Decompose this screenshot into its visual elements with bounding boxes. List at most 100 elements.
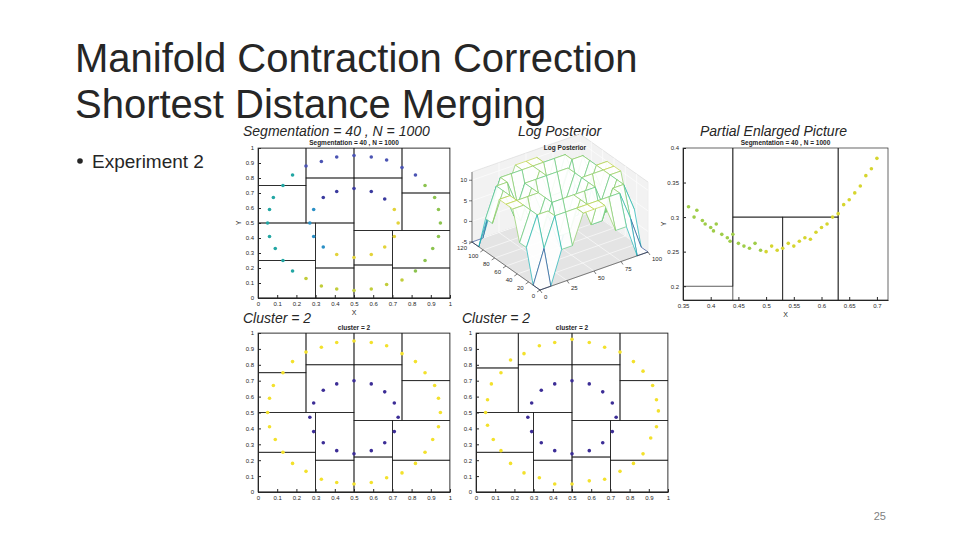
tick: 1: [449, 489, 453, 501]
point: [570, 338, 574, 342]
point: [820, 226, 824, 230]
point: [383, 245, 387, 249]
point-series: [266, 173, 295, 273]
tick-mark: [610, 489, 611, 492]
tick: 0: [469, 489, 479, 495]
tick: 0.3: [312, 489, 321, 501]
tick: 0.5: [568, 489, 577, 501]
tick-label: 60: [494, 269, 501, 275]
point: [538, 476, 542, 480]
point: [864, 174, 868, 178]
tick-label: 0.9: [427, 495, 436, 501]
segment-box: [258, 223, 316, 261]
tick-label: 0.35: [667, 180, 679, 186]
point-series: [526, 379, 618, 456]
chart-caption: Cluster = 2: [462, 310, 530, 326]
point: [499, 449, 503, 453]
tick-label: 0.5: [464, 410, 473, 416]
point: [437, 235, 441, 239]
point: [731, 233, 735, 237]
tick-label: 0.3: [246, 250, 255, 256]
tick-label: 0.55: [788, 303, 800, 309]
tick-mark: [738, 297, 739, 300]
tick-mark: [514, 274, 517, 276]
tick-mark: [553, 489, 554, 492]
tick: 1: [251, 330, 261, 336]
point: [526, 415, 530, 419]
tick-mark: [258, 208, 261, 209]
point: [714, 222, 718, 226]
tick-mark: [476, 397, 479, 398]
surface-cell: [598, 197, 616, 231]
point: [281, 184, 285, 188]
tick-mark: [495, 489, 496, 492]
point: [352, 289, 356, 293]
tick-mark: [540, 290, 542, 293]
plot-background: [683, 148, 888, 300]
slide-title: Manifold Contraction Correction: [75, 36, 637, 80]
tick-mark: [476, 381, 479, 382]
tick-label: 0.6: [246, 205, 255, 211]
point: [587, 341, 591, 345]
tick-label: 5: [464, 198, 468, 204]
segment-box: [354, 231, 392, 266]
axis-line: [259, 298, 451, 299]
point: [709, 226, 713, 230]
tick-label: 20: [517, 285, 524, 291]
tick-label: 0.8: [464, 362, 473, 368]
tick-mark: [526, 282, 529, 284]
tick-mark: [316, 489, 317, 492]
tick-label: 0.3: [312, 301, 321, 307]
point: [266, 221, 270, 225]
point: [335, 190, 339, 194]
point: [268, 208, 272, 212]
tick-label: 0.8: [626, 495, 635, 501]
tick-mark: [258, 193, 261, 194]
point: [335, 341, 339, 345]
y-axis: 00.10.20.30.40.50.60.70.80.91: [246, 145, 261, 301]
tick-label: 50: [598, 275, 605, 281]
point: [825, 222, 829, 226]
tick-label: 0.3: [464, 442, 473, 448]
point: [352, 187, 356, 191]
point: [312, 430, 316, 434]
plot-area: [258, 148, 450, 298]
tick-label: 0.65: [844, 303, 856, 309]
point: [393, 208, 397, 212]
tick-mark: [373, 295, 374, 298]
point: [775, 248, 779, 252]
segment-box: [402, 193, 450, 231]
tick-mark: [668, 489, 669, 492]
segment-box: [258, 413, 316, 453]
tick: 0.7: [389, 489, 398, 501]
segment-box: [620, 333, 668, 381]
tick-mark: [476, 460, 479, 461]
point: [530, 401, 534, 405]
point: [570, 482, 574, 486]
point: [268, 235, 272, 239]
point: [385, 476, 389, 480]
tick-mark: [258, 428, 261, 429]
point: [437, 425, 441, 429]
segment-box: [476, 452, 534, 492]
tick: 0: [251, 295, 261, 301]
tick-mark: [450, 489, 451, 492]
tick-label: 40: [506, 277, 513, 283]
tick: 0.9: [246, 346, 261, 352]
segment-box: [354, 148, 402, 178]
point: [433, 384, 437, 388]
chart-caption: Log Posterior: [518, 123, 603, 139]
tick: 0.3: [671, 215, 686, 221]
point: [786, 242, 790, 246]
point: [742, 244, 746, 248]
point: [618, 350, 622, 354]
point: [553, 482, 557, 486]
point: [383, 390, 387, 394]
tick-label: 0.1: [274, 301, 283, 307]
point: [522, 352, 526, 356]
point: [433, 196, 437, 200]
tick-mark: [683, 148, 686, 149]
point: [614, 415, 618, 419]
tick: 0.5: [464, 410, 479, 416]
tick-label: 0.4: [246, 426, 255, 432]
